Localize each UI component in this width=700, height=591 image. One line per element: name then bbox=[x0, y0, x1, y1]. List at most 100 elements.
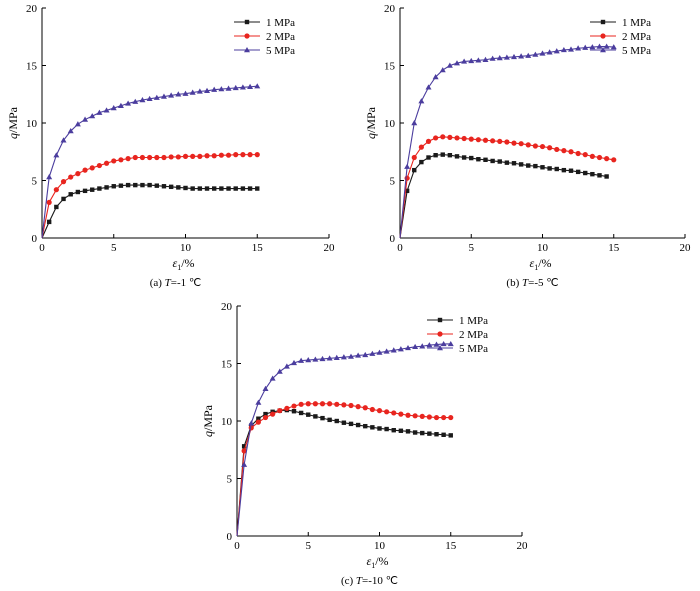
data-point bbox=[53, 187, 59, 193]
data-point bbox=[197, 186, 203, 191]
y-axis-label: q/MPa bbox=[364, 106, 378, 139]
data-point bbox=[168, 92, 175, 98]
data-point bbox=[475, 57, 482, 63]
data-point bbox=[611, 157, 617, 163]
data-point bbox=[468, 136, 474, 142]
data-point bbox=[348, 421, 354, 427]
data-point bbox=[154, 183, 159, 188]
data-point bbox=[218, 152, 224, 158]
data-point bbox=[447, 153, 453, 158]
data-point bbox=[440, 340, 447, 347]
data-point bbox=[211, 86, 218, 92]
data-point bbox=[67, 128, 74, 134]
data-point bbox=[454, 60, 460, 66]
data-point bbox=[320, 415, 325, 421]
data-point bbox=[190, 153, 196, 159]
data-point bbox=[418, 144, 424, 150]
data-point bbox=[397, 346, 404, 352]
x-tick-label: 5 bbox=[111, 242, 117, 254]
data-point bbox=[560, 46, 567, 53]
legend: 1 MPa 2 MPa 5 MPa bbox=[234, 17, 295, 57]
x-tick-label: 20 bbox=[324, 242, 336, 254]
data-point bbox=[312, 401, 318, 407]
chart-panel-2: 0 5 10 15 20 0 5 10 15 20 ε1/% q/MPa (b) T=-5 ℃ 1 MPa… bbox=[364, 3, 691, 289]
data-point bbox=[355, 404, 361, 410]
data-point bbox=[483, 157, 488, 162]
data-point bbox=[547, 166, 552, 171]
data-point bbox=[247, 83, 254, 89]
data-point bbox=[398, 428, 404, 433]
data-point bbox=[575, 45, 582, 51]
data-point bbox=[420, 430, 425, 436]
y-tick-label: 20 bbox=[384, 3, 396, 15]
data-point bbox=[503, 54, 510, 60]
data-point bbox=[46, 219, 52, 225]
data-point bbox=[334, 401, 340, 407]
data-point bbox=[283, 363, 290, 369]
data-point bbox=[146, 95, 153, 102]
data-point bbox=[446, 62, 453, 68]
data-point bbox=[183, 185, 188, 191]
data-point bbox=[448, 433, 453, 438]
data-point bbox=[518, 162, 524, 167]
data-point bbox=[61, 196, 66, 202]
data-point bbox=[46, 199, 52, 205]
data-point bbox=[411, 154, 417, 161]
data-point bbox=[370, 425, 375, 430]
data-point bbox=[139, 154, 146, 161]
data-point bbox=[448, 414, 454, 421]
legend-marker bbox=[244, 19, 250, 25]
data-point bbox=[218, 86, 225, 92]
x-tick-label: 15 bbox=[252, 242, 264, 254]
data-point bbox=[476, 157, 481, 162]
y-tick-label: 0 bbox=[32, 233, 38, 245]
data-point bbox=[96, 109, 103, 115]
data-point bbox=[305, 401, 311, 407]
data-point bbox=[404, 163, 411, 169]
data-point bbox=[68, 174, 74, 180]
data-point bbox=[447, 340, 454, 347]
series-5-mpa bbox=[236, 340, 454, 537]
x-tick-label: 10 bbox=[537, 242, 549, 254]
data-point bbox=[225, 85, 232, 91]
data-point bbox=[469, 155, 474, 161]
data-point bbox=[254, 83, 261, 89]
x-tick-label: 15 bbox=[445, 540, 457, 552]
data-point bbox=[54, 204, 59, 210]
data-point bbox=[232, 84, 239, 91]
legend-marker bbox=[437, 345, 443, 351]
series-line bbox=[399, 154, 607, 239]
y-tick-label: 10 bbox=[221, 416, 233, 428]
data-point bbox=[504, 139, 510, 145]
data-point bbox=[504, 160, 510, 165]
data-point bbox=[182, 153, 189, 159]
data-point bbox=[568, 46, 574, 52]
data-point bbox=[597, 173, 602, 178]
data-point bbox=[82, 167, 88, 173]
data-point bbox=[427, 431, 432, 436]
data-point bbox=[154, 154, 160, 161]
series-line bbox=[236, 409, 451, 537]
data-point bbox=[369, 406, 375, 413]
data-point bbox=[82, 116, 89, 122]
legend: 1 MPa 2 MPa 5 MPa bbox=[590, 17, 651, 57]
data-point bbox=[554, 166, 559, 172]
data-point bbox=[496, 55, 503, 61]
data-point bbox=[204, 153, 210, 159]
data-point bbox=[219, 186, 224, 191]
series-2-mpa bbox=[41, 152, 260, 239]
data-point bbox=[390, 347, 397, 353]
data-point bbox=[53, 152, 60, 158]
legend-marker bbox=[600, 47, 606, 53]
data-point bbox=[369, 350, 376, 356]
data-point bbox=[233, 186, 238, 191]
data-point bbox=[419, 159, 424, 165]
y-tick-label: 15 bbox=[221, 359, 233, 371]
data-point bbox=[254, 152, 260, 158]
data-point bbox=[319, 355, 326, 362]
series-1-mpa bbox=[236, 407, 453, 537]
data-point bbox=[139, 97, 146, 103]
data-point bbox=[391, 428, 396, 433]
series-2-mpa bbox=[236, 401, 454, 537]
data-point bbox=[233, 152, 239, 158]
